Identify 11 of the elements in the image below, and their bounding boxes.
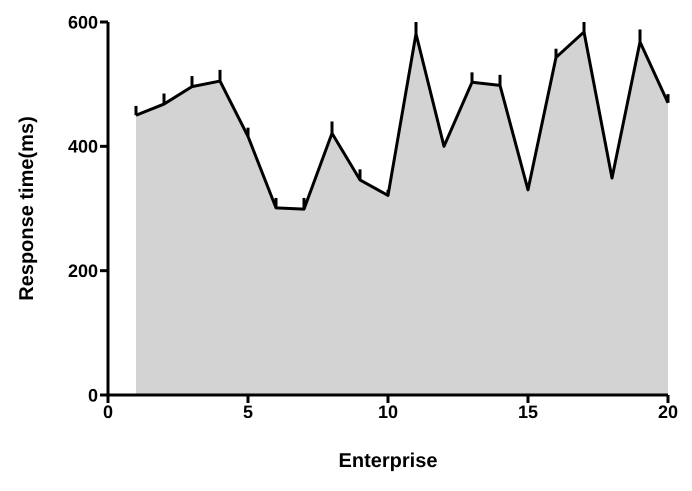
x-tick-label: 15 xyxy=(518,402,538,422)
x-tick-label: 10 xyxy=(378,402,398,422)
x-axis-title: Enterprise xyxy=(338,450,438,472)
y-tick-label: 600 xyxy=(68,12,98,32)
y-axis-title: Response time(ms) xyxy=(16,116,38,301)
y-tick-label: 400 xyxy=(68,136,98,157)
x-tick-label: 20 xyxy=(658,402,678,422)
y-tick-label: 0 xyxy=(88,385,98,406)
x-tick-label: 5 xyxy=(242,402,254,422)
x-tick-label: 0 xyxy=(102,402,114,422)
y-tick-label: 200 xyxy=(68,261,98,282)
